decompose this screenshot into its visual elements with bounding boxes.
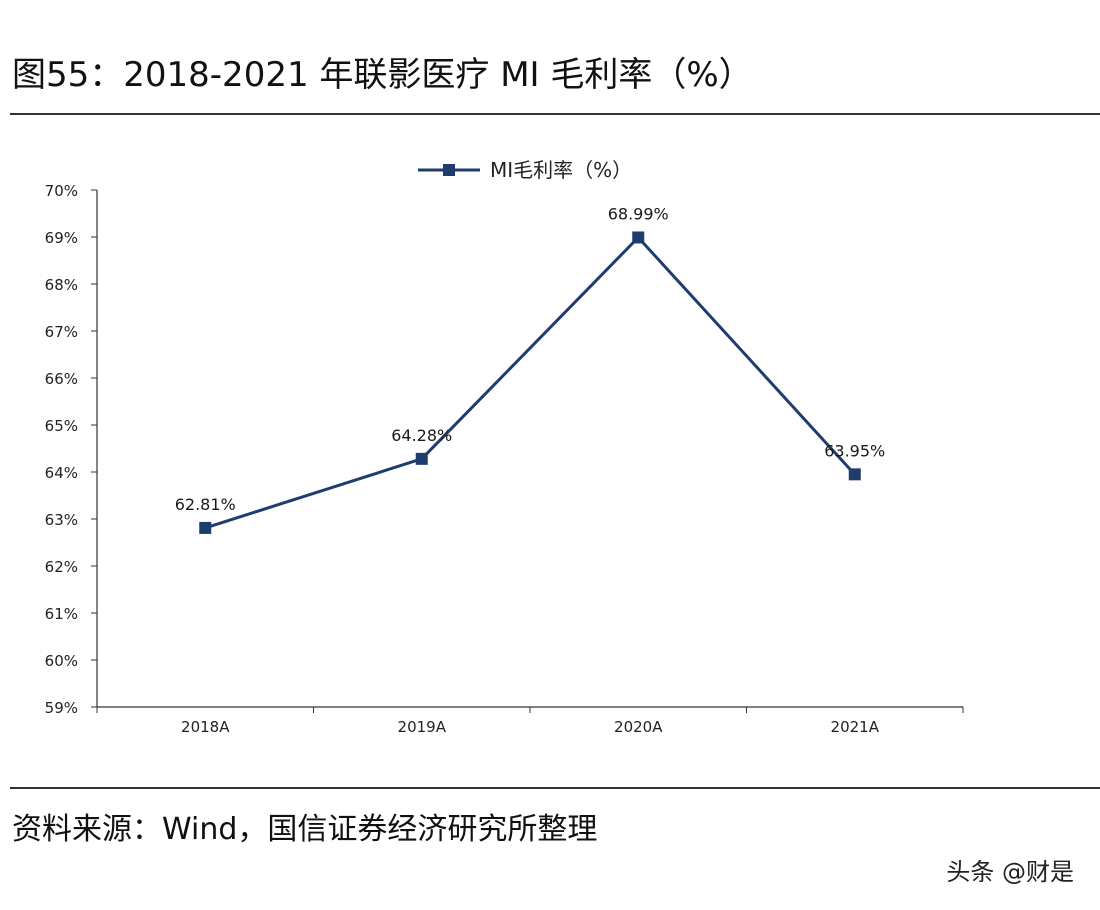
y-tick-label: 62% (45, 558, 78, 576)
axes (91, 189, 964, 713)
y-tick-label: 70% (45, 182, 78, 200)
tick-labels: 59% 60% 61% 62% 63% 64% 65% 66% 67% 68% 69% 70% 2018… (45, 182, 880, 736)
x-tick-label: 2020A (614, 718, 663, 736)
data-label: 64.28% (391, 426, 452, 445)
y-tick-label: 63% (45, 511, 78, 529)
x-tick-label: 2018A (181, 718, 230, 736)
data-point-marker (848, 468, 861, 481)
y-tick-label: 64% (45, 464, 78, 482)
y-tick-label: 68% (45, 276, 78, 294)
data-point-marker (632, 231, 645, 244)
data-point-marker (415, 452, 428, 465)
top-rule (10, 113, 1100, 115)
y-tick-label: 66% (45, 370, 78, 388)
line-chart: MI毛利率（%） 59% 60% 61% 62% 63% 64% 65% 66% 67% 68% 6… (45, 158, 964, 736)
source-note: 资料来源：Wind，国信证券经济研究所整理 (12, 812, 598, 847)
watermark: 头条 @财是 (946, 858, 1074, 886)
y-tick-label: 60% (45, 652, 78, 670)
data-point-marker (199, 521, 212, 534)
legend: MI毛利率（%） (418, 158, 632, 182)
x-tick-label: 2019A (398, 718, 447, 736)
y-tick-label: 61% (45, 605, 78, 623)
y-tick-label: 65% (45, 417, 78, 435)
y-tick-label: 67% (45, 323, 78, 341)
series-line (204, 235, 856, 530)
y-tick-label: 69% (45, 229, 78, 247)
data-label: 68.99% (608, 204, 669, 223)
data-label: 63.95% (824, 441, 885, 460)
figure-title: 图55：2018-2021 年联影医疗 MI 毛利率（%） (12, 55, 753, 95)
x-tick-label: 2021A (831, 718, 880, 736)
legend-marker (443, 164, 455, 176)
bottom-rule (10, 787, 1100, 789)
legend-label: MI毛利率（%） (490, 158, 632, 182)
y-tick-label: 59% (45, 699, 78, 717)
series-1: 62.81% 64.28% 68.99% 63.95% (175, 204, 885, 534)
data-label: 62.81% (175, 495, 236, 514)
